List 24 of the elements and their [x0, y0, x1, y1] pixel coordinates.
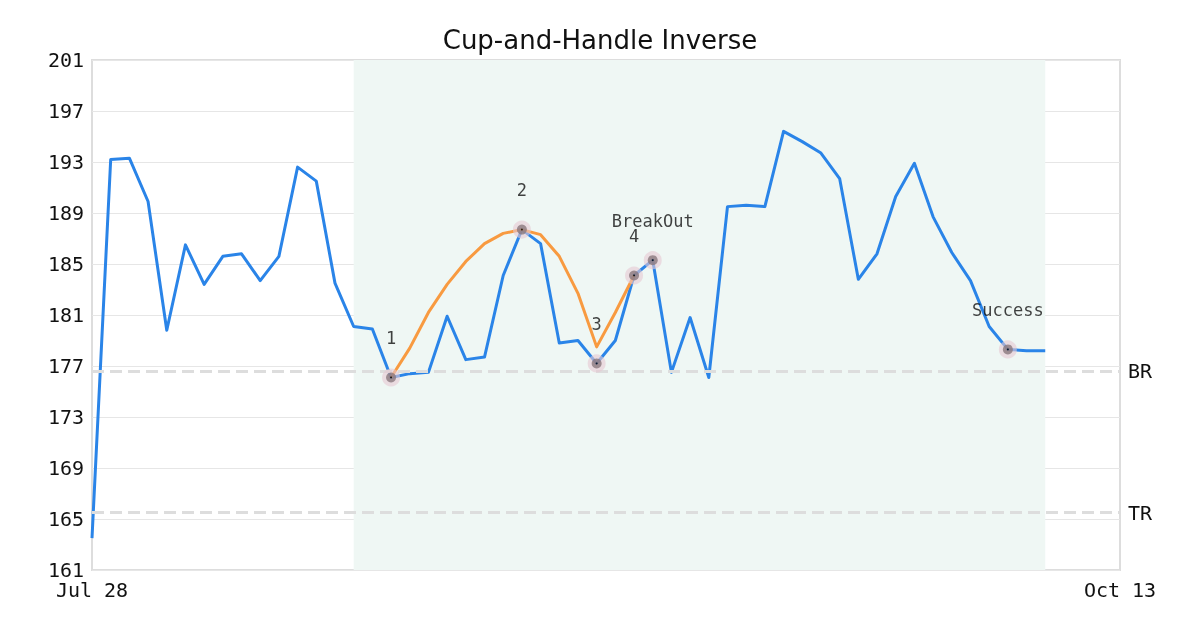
y-tick-label: 201 [47, 48, 84, 72]
line-series [90, 129, 1047, 540]
chart-title: Cup-and-Handle Inverse [442, 25, 758, 55]
y-tick-label: 189 [47, 201, 84, 225]
y-tick-label: 181 [47, 303, 84, 327]
ref-line-label: BR [1128, 359, 1154, 384]
point [587, 354, 606, 373]
y-tick-label: 169 [47, 456, 84, 480]
y-tick-label: 165 [47, 507, 84, 531]
y-tick-label: 173 [47, 405, 84, 429]
point [625, 266, 644, 285]
point [998, 340, 1017, 359]
y-tick-label: 177 [47, 354, 84, 378]
annotation: 3 [591, 313, 602, 334]
annotation: 1 [385, 327, 397, 348]
y-tick-label: 197 [47, 99, 84, 123]
ref-line-label: TR [1128, 500, 1154, 525]
y-tick-label: 193 [47, 150, 84, 174]
x-tick-label: Oct 13 [1083, 578, 1157, 602]
point [512, 220, 531, 239]
y-tick-label: 185 [47, 252, 84, 276]
point [643, 251, 662, 270]
point [382, 368, 401, 387]
annotation: 2 [516, 180, 528, 201]
